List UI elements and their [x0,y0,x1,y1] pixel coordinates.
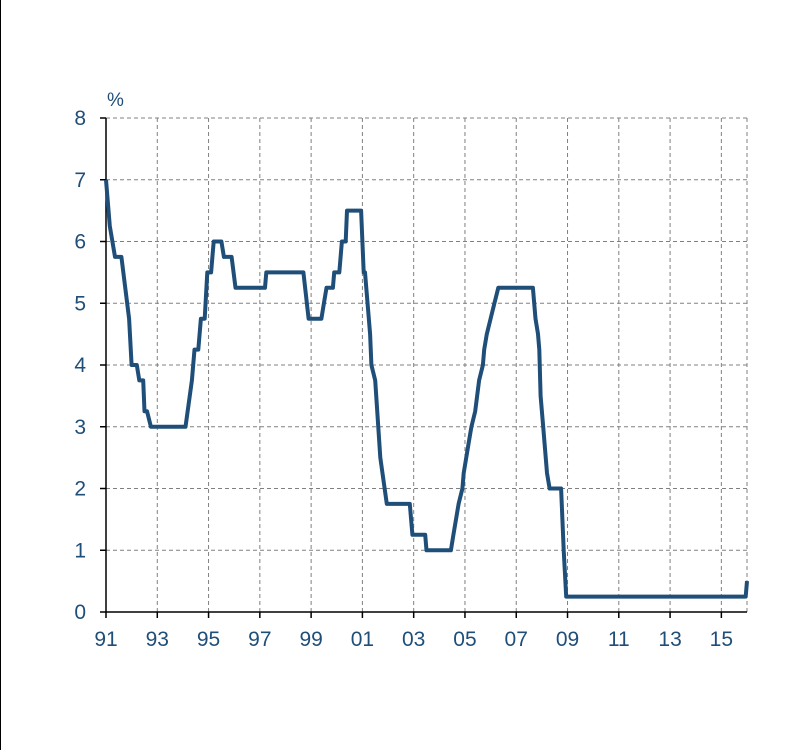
x-tick-label: 13 [658,628,681,651]
y-tick-label: 6 [74,231,86,254]
x-tick-label: 03 [402,628,425,651]
x-tick-label: 07 [505,628,528,651]
y-axis-unit-label: % [107,90,124,111]
y-tick-label: 3 [74,416,86,439]
gridlines [106,117,748,612]
y-tick-label: 7 [74,169,86,192]
x-tick-labels: 91 93 95 97 99 01 03 05 07 09 11 13 15 [94,612,733,651]
y-tick-label: 1 [74,539,86,562]
x-tick-label: 11 [608,628,630,651]
frame-left-border [0,0,1,750]
x-tick-label: 91 [94,628,117,651]
y-tick-label: 4 [74,354,86,377]
x-tick-label: 99 [299,628,322,651]
y-tick-label: 5 [74,292,86,315]
x-tick-label: 01 [351,628,374,651]
x-tick-label: 95 [197,628,220,651]
x-tick-label: 05 [453,628,476,651]
x-tick-label: 97 [248,628,271,651]
x-tick-label: 93 [146,628,169,651]
y-tick-labels: 0 1 2 3 4 5 6 7 8 [74,107,106,624]
x-tick-label: 09 [556,628,579,651]
policy-rate-line [104,179,749,599]
y-tick-label: 0 [74,601,86,624]
y-tick-label: 2 [74,478,86,501]
x-tick-label: 15 [710,628,733,651]
y-tick-label: 8 [74,107,86,130]
